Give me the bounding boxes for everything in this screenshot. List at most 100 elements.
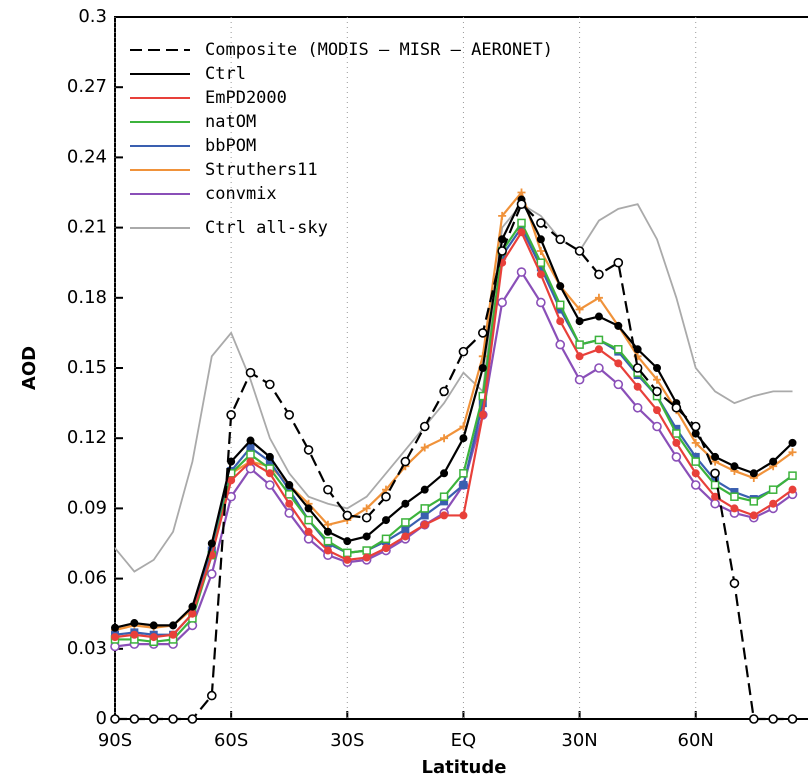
data-point bbox=[478, 410, 487, 419]
y-tick-label: 0.24 bbox=[67, 146, 107, 167]
data-point bbox=[574, 374, 585, 385]
y-tick-label: 0.12 bbox=[67, 427, 107, 448]
data-point bbox=[613, 257, 624, 268]
data-point bbox=[691, 457, 700, 466]
data-point bbox=[207, 539, 216, 548]
data-point bbox=[748, 714, 759, 724]
data-point bbox=[169, 621, 178, 630]
data-point bbox=[323, 527, 332, 536]
y-tick-label: 0 bbox=[96, 708, 107, 729]
x-tick-label: 60N bbox=[678, 730, 714, 751]
data-point bbox=[381, 491, 391, 502]
data-point bbox=[730, 492, 739, 501]
data-point bbox=[284, 409, 295, 420]
data-point bbox=[575, 352, 584, 361]
data-point bbox=[671, 452, 682, 462]
data-point bbox=[110, 714, 120, 724]
data-point bbox=[303, 445, 314, 455]
legend-label: bbPOM bbox=[205, 136, 256, 156]
legend-entry: Composite (MODIS – MISR – AERONET) bbox=[130, 40, 553, 60]
legend-label: Struthers11 bbox=[205, 160, 318, 180]
data-point bbox=[284, 508, 295, 518]
data-point bbox=[342, 510, 353, 521]
data-point bbox=[459, 511, 468, 520]
data-point bbox=[343, 537, 352, 546]
data-point bbox=[440, 469, 449, 478]
data-point bbox=[477, 328, 488, 338]
data-point bbox=[420, 520, 429, 529]
data-point bbox=[536, 297, 546, 308]
data-point bbox=[710, 468, 720, 479]
data-point bbox=[246, 443, 255, 452]
data-point bbox=[749, 497, 759, 506]
data-point bbox=[536, 218, 546, 228]
data-point bbox=[574, 246, 585, 256]
data-point bbox=[536, 247, 545, 255]
data-point bbox=[323, 484, 333, 495]
data-point bbox=[323, 536, 333, 546]
data-point bbox=[323, 546, 332, 555]
data-point bbox=[304, 504, 313, 513]
x-tick-label: 60S bbox=[214, 730, 248, 751]
data-point bbox=[498, 211, 507, 220]
legend-label: EmPD2000 bbox=[205, 88, 287, 108]
data-point bbox=[265, 469, 274, 478]
legend-label: Composite (MODIS – MISR – AERONET) bbox=[205, 40, 553, 60]
data-point bbox=[614, 321, 623, 330]
data-point bbox=[226, 409, 236, 420]
data-point bbox=[400, 456, 411, 467]
data-point bbox=[594, 345, 603, 354]
series-line bbox=[114, 270, 794, 648]
data-point bbox=[594, 269, 604, 280]
data-point bbox=[690, 480, 701, 490]
data-point bbox=[536, 258, 546, 267]
data-point bbox=[130, 619, 139, 628]
data-point bbox=[419, 421, 430, 432]
data-point bbox=[459, 434, 468, 443]
data-point bbox=[653, 364, 662, 372]
data-point bbox=[381, 534, 391, 544]
data-point bbox=[653, 375, 662, 384]
series-line bbox=[115, 202, 793, 721]
data-point bbox=[730, 462, 739, 471]
data-point bbox=[788, 438, 797, 447]
data-point bbox=[690, 421, 701, 432]
y-tick-label: 0.27 bbox=[67, 76, 107, 97]
data-point bbox=[594, 293, 603, 302]
y-tick-label: 0.21 bbox=[67, 217, 107, 238]
data-point bbox=[769, 499, 778, 508]
legend-label: convmix bbox=[205, 184, 277, 204]
data-point bbox=[362, 532, 371, 541]
data-point bbox=[343, 555, 352, 564]
legend-entry: Ctrl bbox=[130, 64, 246, 84]
data-point bbox=[246, 457, 255, 466]
data-point bbox=[401, 525, 410, 534]
series-line bbox=[114, 197, 794, 629]
data-point bbox=[594, 312, 603, 321]
data-point bbox=[323, 520, 332, 529]
data-point bbox=[148, 714, 159, 724]
data-point bbox=[711, 492, 720, 501]
legend-entry: natOM bbox=[130, 112, 256, 132]
y-tick-label: 0.06 bbox=[67, 568, 107, 589]
data-point bbox=[246, 436, 255, 445]
data-point bbox=[633, 382, 642, 391]
data-point bbox=[633, 345, 642, 354]
data-point bbox=[710, 498, 720, 509]
data-point bbox=[206, 690, 217, 701]
data-point bbox=[420, 504, 429, 513]
data-point bbox=[382, 544, 391, 553]
data-point bbox=[478, 364, 487, 372]
data-point bbox=[632, 402, 643, 413]
data-point bbox=[401, 499, 410, 508]
data-point bbox=[711, 452, 720, 461]
data-point bbox=[749, 511, 758, 520]
data-point bbox=[517, 228, 526, 237]
data-point bbox=[730, 504, 739, 513]
data-point bbox=[516, 267, 527, 277]
data-point bbox=[188, 609, 197, 618]
data-point bbox=[168, 714, 178, 724]
data-point bbox=[130, 630, 139, 639]
data-point bbox=[575, 305, 584, 314]
